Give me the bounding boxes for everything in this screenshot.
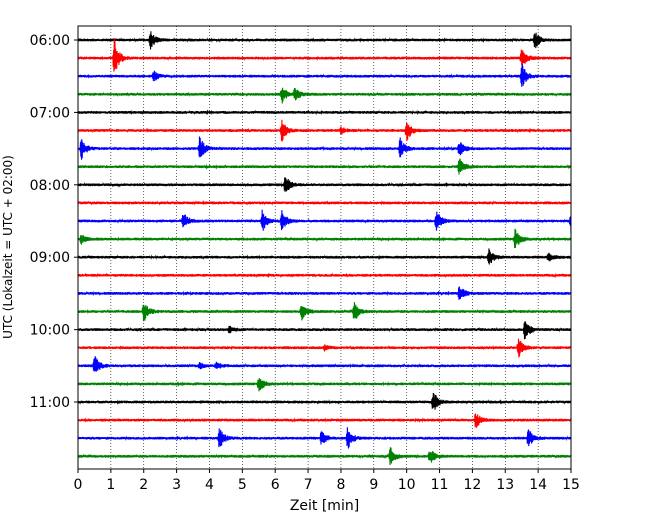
x-tick-label: 0 (74, 477, 83, 493)
trace-line (77, 338, 572, 358)
x-tick-label: 8 (336, 477, 345, 493)
y-tick-label: 11:00 (30, 395, 70, 411)
trace-line (77, 356, 572, 372)
trace-line (77, 321, 572, 340)
x-tick-label: 6 (271, 477, 280, 493)
trace-line (77, 64, 572, 87)
trace-line (77, 248, 572, 265)
x-tick-label: 2 (139, 477, 148, 493)
y-tick-label: 07:00 (30, 105, 70, 121)
x-tick-label: 9 (369, 477, 378, 493)
trace-line (77, 38, 572, 72)
x-axis-label: Zeit [min] (290, 498, 359, 514)
trace-line (77, 228, 572, 249)
trace-line (77, 31, 572, 50)
x-tick-label: 14 (529, 477, 547, 493)
trace-line (77, 200, 572, 206)
trace-line (77, 413, 572, 428)
y-tick-label: 06:00 (30, 33, 70, 49)
x-axis: 0 1 2 3 4 5 6 7 8 9 10 11 12 13 14 15 (74, 469, 580, 493)
x-tick-label: 13 (496, 477, 514, 493)
trace-line (77, 209, 572, 235)
trace-layer (77, 31, 572, 466)
trace-line (77, 393, 572, 410)
y-tick-label: 08:00 (30, 178, 70, 194)
trace-line (77, 158, 572, 175)
trace-line (77, 302, 572, 322)
y-axis-label: UTC (Lokalzeit = UTC + 02:00) (1, 155, 15, 339)
trace-line (77, 272, 572, 279)
x-tick-label: 12 (463, 477, 481, 493)
trace-line (77, 109, 572, 116)
y-tick-label: 10:00 (30, 323, 70, 339)
trace-line (77, 119, 572, 142)
y-axis: 06:00 07:00 08:00 09:00 10:00 11:00 (30, 33, 78, 411)
trace-line (77, 286, 572, 300)
grid-layer (110, 26, 539, 469)
trace-line (77, 427, 572, 449)
x-tick-label: 15 (562, 477, 580, 493)
x-tick-label: 5 (238, 477, 247, 493)
trace-line (77, 177, 572, 192)
x-tick-label: 3 (172, 477, 181, 493)
trace-line (77, 378, 572, 392)
trace-line (77, 136, 572, 160)
y-tick-label: 09:00 (30, 250, 70, 266)
x-tick-label: 11 (431, 477, 449, 493)
plot-frame (77, 25, 572, 470)
x-tick-label: 1 (106, 477, 115, 493)
x-tick-label: 10 (398, 477, 416, 493)
trace-line (77, 87, 572, 104)
trace-line (77, 447, 572, 466)
x-tick-label: 4 (205, 477, 214, 493)
x-tick-label: 7 (304, 477, 313, 493)
